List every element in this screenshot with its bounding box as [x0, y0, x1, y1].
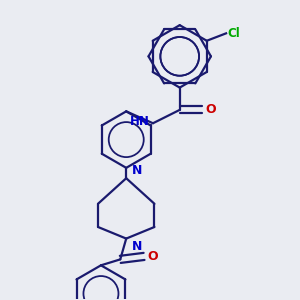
- Text: N: N: [132, 164, 142, 177]
- Text: O: O: [148, 250, 158, 263]
- Text: Cl: Cl: [228, 27, 240, 40]
- Text: O: O: [206, 103, 216, 116]
- Text: HN: HN: [130, 115, 150, 128]
- Text: N: N: [132, 240, 142, 253]
